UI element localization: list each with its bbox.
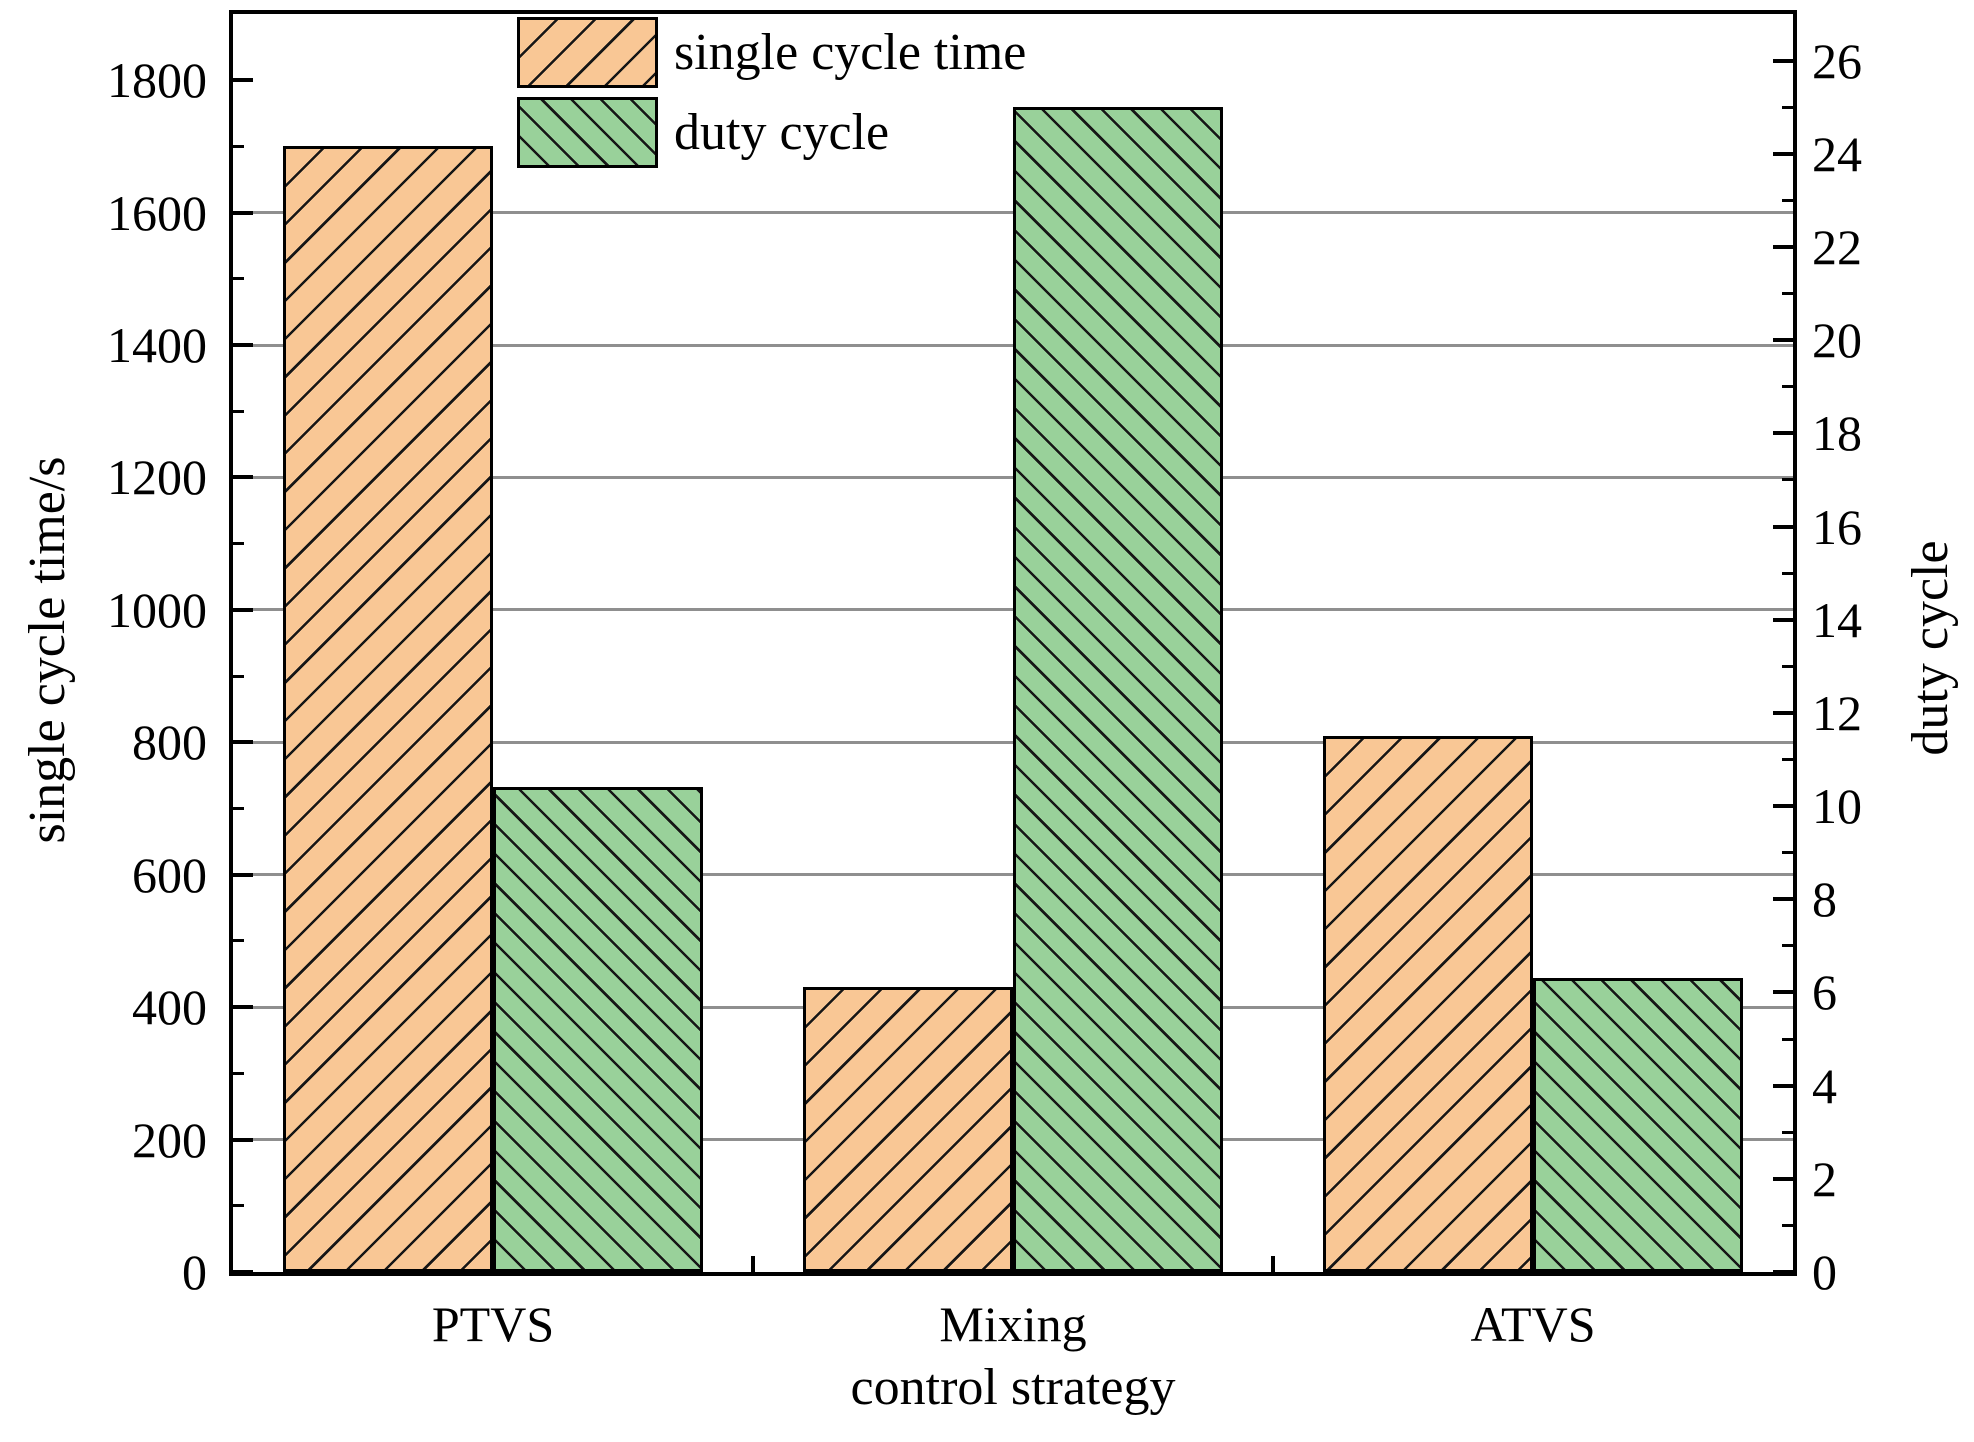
bar-duty-cycle-atvs [1533,978,1743,1272]
left-axis-tick-label-1800: 1800 [107,52,207,109]
left-axis-major-tick-1400 [233,343,253,348]
legend-swatch-duty-cycle [517,97,658,168]
right-axis-tick-label-8: 8 [1812,871,1837,928]
right-axis-tick-label-0: 0 [1812,1244,1837,1300]
left-axis-tick-label-400: 400 [132,979,207,1036]
left-axis-tick-label-1400: 1400 [107,317,207,374]
right-axis-minor-tick [1782,664,1793,668]
left-axis-major-tick-1000 [233,607,253,612]
left-axis-minor-tick [233,674,244,678]
category-label-atvs: ATVS [1470,1296,1596,1352]
legend-item-duty-cycle: duty cycle [517,97,1026,168]
right-axis-minor-tick [1782,944,1793,948]
right-axis-minor-tick [1782,851,1793,855]
right-axis-minor-tick [1782,478,1793,482]
left-axis-major-tick-400 [233,1005,253,1010]
left-axis-major-tick-200 [233,1137,253,1142]
right-axis-minor-tick [1782,571,1793,575]
legend-item-single-cycle-time: single cycle time [517,17,1026,88]
left-axis-tick-label-0: 0 [182,1244,207,1300]
right-axis-minor-tick [1782,1037,1793,1041]
right-axis-major-tick-14 [1773,617,1793,622]
bar-single-cycle-time-ptvs [283,146,493,1272]
category-label-mixing: Mixing [939,1296,1087,1352]
right-axis-minor-tick [1782,105,1793,109]
right-axis-minor-tick [1782,1130,1793,1134]
left-axis-major-tick-0 [233,1270,253,1274]
x-axis-tick [751,1256,755,1272]
legend-label-single-cycle-time: single cycle time [674,24,1027,81]
left-axis-minor-tick [233,939,244,943]
right-axis-tick-label-4: 4 [1812,1057,1837,1114]
right-axis-tick-label-24: 24 [1812,125,1862,182]
right-axis-minor-tick [1782,198,1793,202]
left-axis-major-tick-1800 [233,78,253,83]
right-axis-major-tick-0 [1773,1270,1793,1274]
right-axis-tick-label-12: 12 [1812,684,1862,741]
right-axis-major-tick-22 [1773,244,1793,249]
left-axis-tick-label-1600: 1600 [107,184,207,241]
right-axis-major-tick-8 [1773,897,1793,902]
right-axis-major-tick-12 [1773,710,1793,715]
right-axis-major-tick-26 [1773,58,1793,63]
left-axis-major-tick-1600 [233,210,253,215]
right-axis-major-tick-20 [1773,338,1793,343]
category-label-ptvs: PTVS [431,1296,555,1352]
left-axis-tick-label-800: 800 [132,714,207,771]
right-axis-tick-label-20: 20 [1812,312,1862,369]
right-axis-tick-label-6: 6 [1812,964,1837,1021]
right-axis-tick-label-2: 2 [1812,1150,1837,1207]
bar-duty-cycle-mixing [1013,107,1223,1272]
left-axis-minor-tick [233,277,244,281]
left-axis-tick-label-200: 200 [132,1111,207,1168]
right-axis-major-tick-16 [1773,524,1793,529]
left-axis-major-tick-800 [233,740,253,745]
right-axis-tick-label-22: 22 [1812,218,1862,275]
right-axis-tick-label-14: 14 [1812,591,1862,648]
left-axis-tick-label-600: 600 [132,846,207,903]
left-axis-minor-tick [233,409,244,413]
right-axis-minor-tick [1782,292,1793,296]
right-axis-tick-label-16: 16 [1812,498,1862,555]
bar-single-cycle-time-atvs [1323,735,1533,1272]
right-axis-tick-label-18: 18 [1812,405,1862,462]
right-axis-minor-tick [1782,385,1793,389]
left-axis-minor-tick [233,144,244,148]
right-axis-major-tick-18 [1773,431,1793,436]
x-axis-title: control strategy [850,1359,1176,1416]
right-axis-major-tick-6 [1773,990,1793,995]
legend-label-duty-cycle: duty cycle [674,104,890,161]
right-axis-tick-label-10: 10 [1812,778,1862,835]
left-axis-major-tick-1200 [233,475,253,480]
left-axis-tick-label-1200: 1200 [107,449,207,506]
right-axis-major-tick-10 [1773,804,1793,809]
left-axis-minor-tick [233,1071,244,1075]
bar-duty-cycle-ptvs [493,787,703,1272]
right-axis-major-tick-4 [1773,1083,1793,1088]
left-axis-minor-tick [233,807,244,811]
x-axis-tick [1271,1256,1275,1272]
legend: single cycle time duty cycle [517,17,1026,177]
left-axis-major-tick-600 [233,872,253,877]
left-axis-minor-tick [233,542,244,546]
left-axis-minor-tick [233,1204,244,1208]
right-axis-major-tick-2 [1773,1176,1793,1181]
left-axis-tick-label-1000: 1000 [107,581,207,638]
right-axis-major-tick-24 [1773,151,1793,156]
bar-single-cycle-time-mixing [803,987,1013,1272]
right-axis-minor-tick [1782,757,1793,761]
legend-swatch-single-cycle-time [517,17,658,88]
right-axis-minor-tick [1782,1223,1793,1227]
left-axis-title: single cycle time/s [19,456,76,844]
right-axis-tick-label-26: 26 [1812,32,1862,89]
